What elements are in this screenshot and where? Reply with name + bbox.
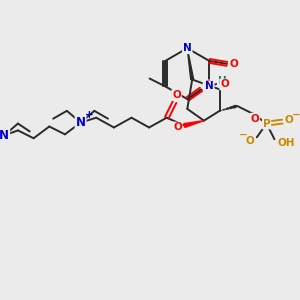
Text: N: N	[205, 81, 214, 92]
Text: H: H	[218, 76, 226, 86]
Polygon shape	[184, 121, 204, 128]
Text: O: O	[173, 122, 182, 133]
Text: O: O	[172, 90, 181, 100]
Text: N: N	[0, 129, 9, 142]
Text: −: −	[292, 110, 300, 120]
Text: N: N	[183, 43, 192, 53]
Text: OH: OH	[278, 138, 295, 148]
Text: O: O	[285, 115, 293, 125]
Text: O: O	[246, 136, 254, 146]
Text: P: P	[263, 118, 270, 129]
Text: +: +	[85, 110, 94, 120]
Text: N: N	[76, 116, 85, 129]
Text: O: O	[230, 59, 238, 69]
Text: O: O	[250, 114, 259, 124]
Text: O: O	[203, 80, 212, 90]
Text: O: O	[220, 80, 229, 89]
Text: −: −	[239, 130, 248, 140]
Polygon shape	[187, 48, 194, 80]
